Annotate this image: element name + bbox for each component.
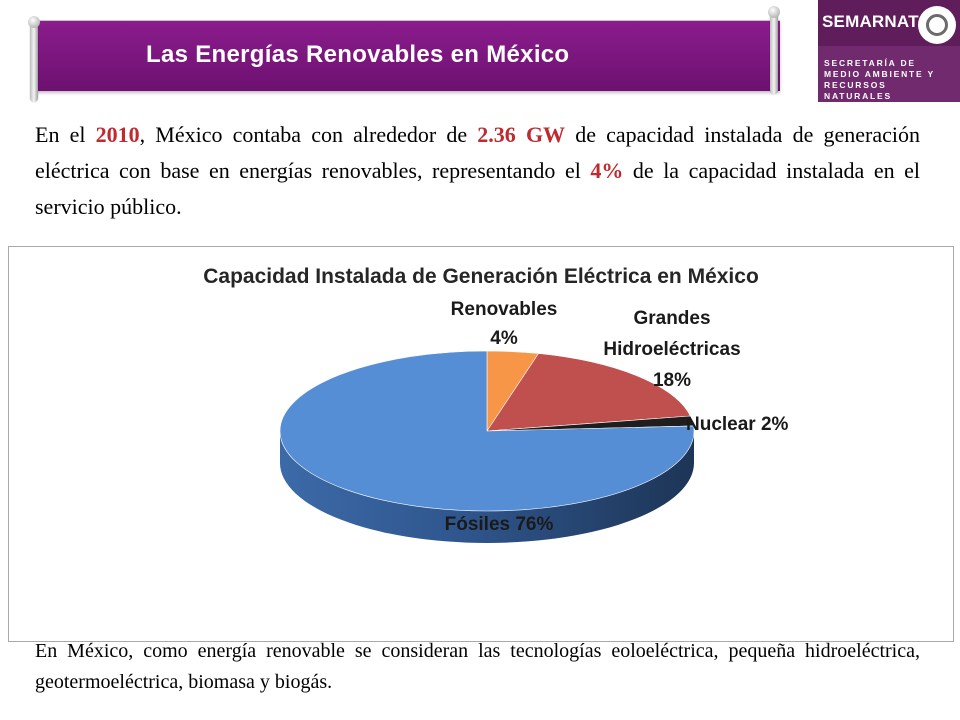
semarnat-logo: SEMARNAT SECRETARÍA DE MEDIO AMBIENTE Y … [818, 0, 960, 102]
data-label-grandes-hidroel-ctricas: 18% [653, 370, 691, 391]
intro-year: 2010 [95, 122, 140, 147]
logo-subtitle-line: RECURSOS NATURALES [824, 80, 892, 101]
data-label-renovables: 4% [490, 328, 518, 349]
logo-top-band: SEMARNAT [818, 0, 960, 46]
intro-text: de capacidad instalada de generación elé… [35, 122, 920, 183]
scroll-rod-left [30, 20, 38, 102]
intro-share: 4% [590, 158, 624, 183]
title-banner: Las Energías Renovables en México [20, 6, 790, 102]
chart-frame: Capacidad Instalada de Generación Eléctr… [8, 246, 954, 642]
logo-subtitle: SECRETARÍA DE MEDIO AMBIENTE Y RECURSOS … [824, 58, 958, 102]
intro-paragraph: En el 2010, México contaba con alrededor… [35, 117, 920, 225]
page-title: Las Energías Renovables en México [146, 41, 570, 68]
scroll-knob-left [28, 16, 40, 28]
data-label-f-siles: Fósiles 76% [445, 514, 554, 535]
logo-subtitle-line: MEDIO AMBIENTE Y [824, 69, 935, 79]
pie-side-f-siles [280, 431, 694, 543]
intro-text: de la capacidad instalada en el servicio… [35, 158, 920, 219]
data-label-grandes-hidroel-ctricas: Hidroeléctricas [603, 339, 740, 360]
intro-text: , México contaba con alrededor de [139, 122, 478, 147]
pie-chart: Capacidad Instalada de Generación Eléctr… [203, 265, 789, 543]
chart-title: Capacidad Instalada de Generación Eléctr… [203, 265, 759, 288]
title-banner-bar: Las Energías Renovables en México [34, 20, 780, 91]
intro-capacity: 2.36 GW [477, 122, 566, 147]
mexican-seal-icon [918, 6, 956, 44]
logo-brand: SEMARNAT [822, 12, 919, 31]
pie-slices-group [279, 350, 695, 512]
outro-paragraph: En México, como energía renovable se con… [35, 640, 920, 693]
intro-text: En el [35, 122, 96, 147]
pie-depth-group [280, 431, 694, 543]
scroll-knob-right [768, 6, 780, 18]
pie-labels-group: Renovables 4% Grandes Hidroeléctricas 18% Nuc… [445, 299, 789, 535]
scroll-rod-right [770, 8, 778, 94]
logo-subtitle-line: SECRETARÍA DE [824, 58, 916, 68]
pie-slice-f-siles [279, 350, 695, 512]
pie-slice-grandes-hidroel-ctricas [486, 353, 691, 432]
data-label-grandes-hidroel-ctricas: Grandes [633, 308, 710, 329]
data-label-nuclear: Nuclear 2% [686, 414, 789, 435]
data-label-renovables: Renovables [451, 299, 558, 320]
